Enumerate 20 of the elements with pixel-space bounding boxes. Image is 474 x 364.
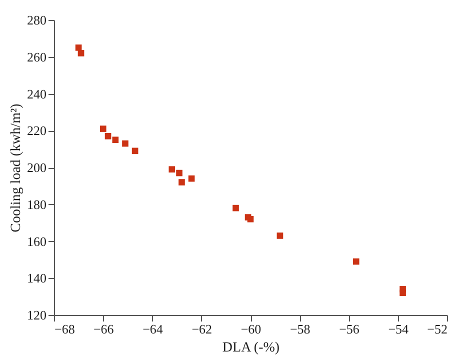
y-axis-title: Cooling load (kwh/m²) — [9, 103, 24, 232]
x-tick-label: −64 — [142, 322, 164, 336]
y-tick-label: 140 — [27, 270, 46, 286]
x-tick-label: −54 — [388, 322, 410, 336]
y-tick-label: 260 — [27, 49, 46, 64]
x-axis-title: DLA (-%) — [222, 340, 280, 356]
y-tick-label: 200 — [27, 160, 46, 175]
y-tick-label: 180 — [27, 196, 46, 212]
x-tick-label: −58 — [290, 322, 310, 336]
y-tick-label: 120 — [27, 308, 46, 322]
x-tick-label: −62 — [192, 322, 212, 336]
x-tick-label: −66 — [93, 322, 114, 336]
x-tick-label: −60 — [240, 322, 262, 336]
x-tick-label: −52 — [427, 322, 448, 336]
y-tick-label: 280 — [27, 12, 46, 28]
x-tick-label: −56 — [339, 322, 360, 336]
x-tick-label: −68 — [54, 322, 75, 336]
y-tick-label: 220 — [27, 123, 46, 138]
y-tick-label: 160 — [27, 234, 46, 249]
y-tick-label: 240 — [27, 86, 46, 102]
